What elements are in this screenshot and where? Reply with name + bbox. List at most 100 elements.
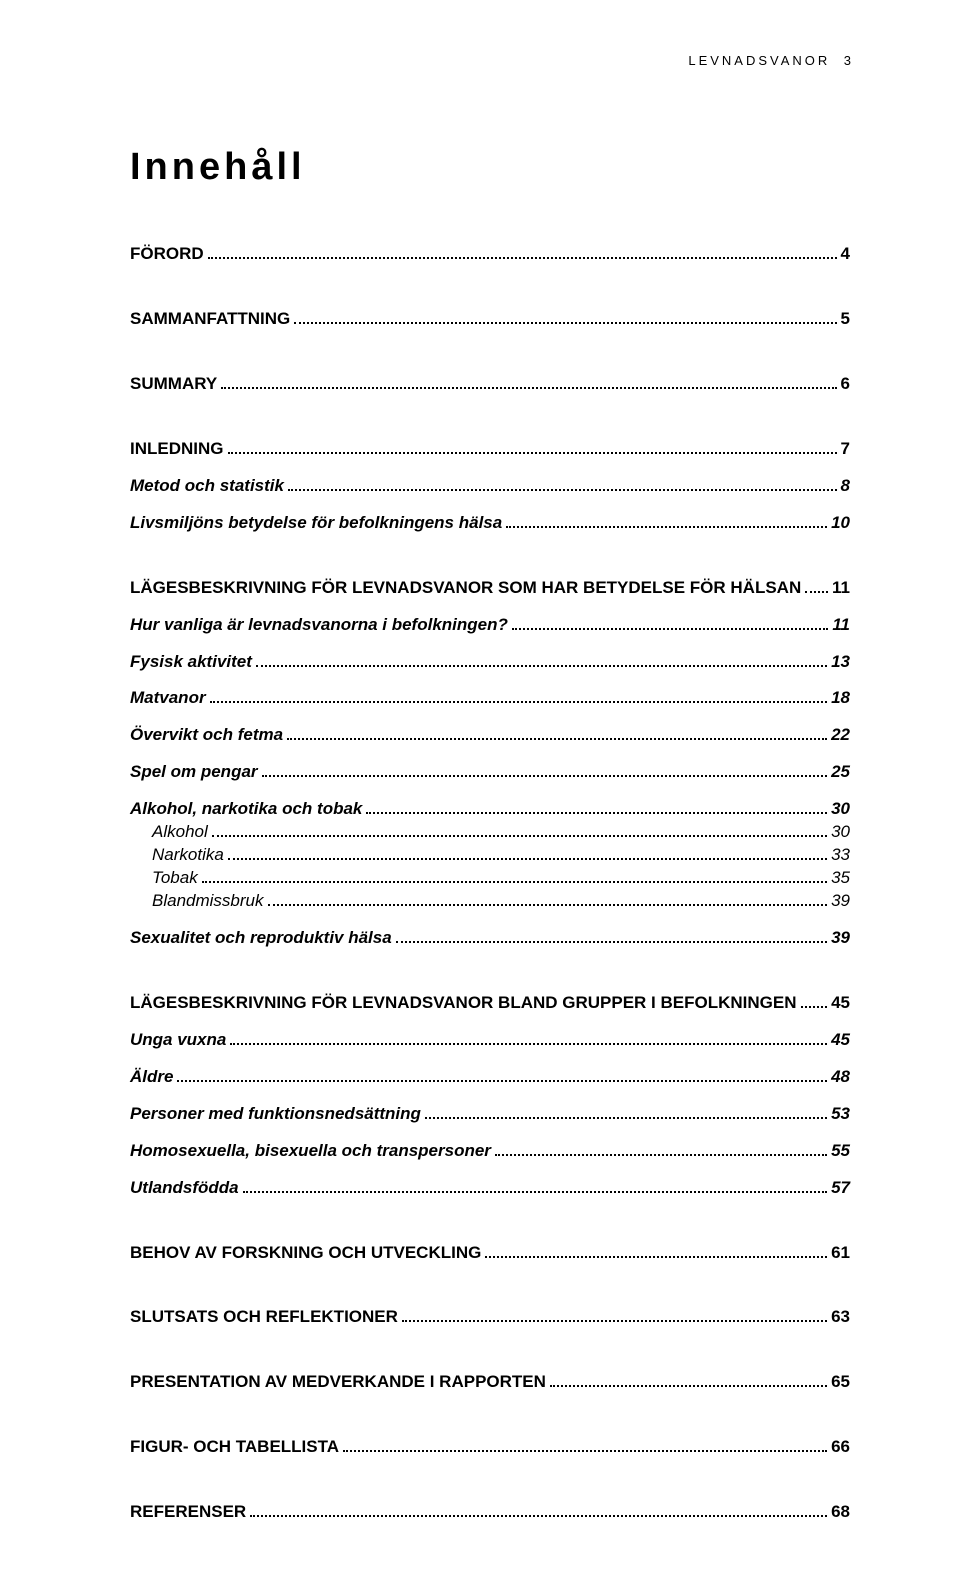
toc-entry-label: SLUTSATS OCH REFLEKTIONER [130,1306,398,1329]
toc-dot-leader [294,311,836,324]
toc-dot-leader [250,1504,827,1517]
toc-entry-label: Matvanor [130,687,206,710]
toc-dot-leader [506,515,827,528]
toc-entry-label: Hur vanliga är levnadsvanorna i befolkni… [130,614,508,637]
toc-entry: Alkohol 30 [130,821,850,844]
toc-entry-page: 5 [841,308,850,331]
toc-entry-label: Äldre [130,1066,173,1089]
toc-entry-page: 30 [831,821,850,844]
toc-entry-page: 45 [831,1029,850,1052]
toc-entry: Alkohol, narkotika och tobak 30 [130,798,850,821]
toc-entry-label: Sexualitet och reproduktiv hälsa [130,927,392,950]
toc-entry: INLEDNING 7 [130,438,850,461]
toc-entry: SAMMANFATTNING 5 [130,308,850,331]
toc-entry-label: Utlandsfödda [130,1177,239,1200]
toc-entry: Narkotika 33 [130,844,850,867]
toc-entry-page: 22 [831,724,850,747]
toc-entry-page: 13 [831,651,850,674]
toc-dot-leader [243,1180,827,1193]
toc-entry-label: FIGUR- OCH TABELLISTA [130,1436,339,1459]
running-head-page-number: 3 [844,53,852,68]
toc-entry-page: 33 [831,844,850,867]
toc-entry-page: 10 [831,512,850,535]
toc-entry-page: 11 [832,577,850,600]
toc-entry-page: 63 [831,1306,850,1329]
toc-entry-label: SAMMANFATTNING [130,308,290,331]
toc-dot-leader [221,376,836,389]
toc-entry-label: Fysisk aktivitet [130,651,252,674]
toc-entry-label: Blandmissbruk [152,890,264,913]
toc-entry: FIGUR- OCH TABELLISTA 66 [130,1436,850,1459]
toc-dot-leader [288,478,837,491]
toc-dot-leader [512,617,828,630]
toc-entry-page: 48 [831,1066,850,1089]
toc-entry: Matvanor 18 [130,687,850,710]
toc-dot-leader [228,441,837,454]
toc-entry: PRESENTATION AV MEDVERKANDE I RAPPORTEN … [130,1371,850,1394]
toc-entry: Övervikt och fetma 22 [130,724,850,747]
toc-entry-page: 66 [831,1436,850,1459]
toc-dot-leader [343,1440,827,1453]
toc-entry-label: PRESENTATION AV MEDVERKANDE I RAPPORTEN [130,1371,546,1394]
toc-entry-page: 25 [831,761,850,784]
toc-entry-page: 53 [831,1103,850,1126]
toc-entry: SLUTSATS OCH REFLEKTIONER 63 [130,1306,850,1329]
toc-entry-page: 7 [841,438,850,461]
toc-entry-label: Narkotika [152,844,224,867]
toc-dot-leader [230,1032,827,1045]
toc-dot-leader [210,691,828,704]
toc-dot-leader [396,930,827,943]
toc-entry-label: INLEDNING [130,438,224,461]
toc-entry: Utlandsfödda 57 [130,1177,850,1200]
toc-entry: Blandmissbruk 39 [130,890,850,913]
toc-entry-page: 65 [831,1371,850,1394]
toc-dot-leader [262,765,828,778]
toc-entry-label: Alkohol [152,821,208,844]
toc-dot-leader [805,580,828,593]
toc-entry-page: 39 [831,890,850,913]
toc-entry-page: 18 [831,687,850,710]
toc-entry-label: Spel om pengar [130,761,258,784]
toc-entry-label: Metod och statistik [130,475,284,498]
toc-entry-page: 57 [831,1177,850,1200]
toc-entry-page: 11 [832,614,850,637]
toc-entry-label: Tobak [152,867,198,890]
toc-entry-label: Personer med funktionsnedsättning [130,1103,421,1126]
toc-dot-leader [256,654,827,667]
toc-entry-label: BEHOV AV FORSKNING OCH UTVECKLING [130,1242,481,1265]
table-of-contents: FÖRORD 4 SAMMANFATTNING 5 SUMMARY 6 INLEDNI… [130,243,850,1524]
toc-dot-leader [485,1245,827,1258]
running-head: LEVNADSVANOR 3 [688,52,852,70]
toc-entry-page: 4 [841,243,850,266]
toc-dot-leader [425,1106,827,1119]
toc-entry: Homosexuella, bisexuella och transperson… [130,1140,850,1163]
toc-entry: Tobak 35 [130,867,850,890]
toc-entry-label: Unga vuxna [130,1029,226,1052]
toc-entry: FÖRORD 4 [130,243,850,266]
toc-entry: BEHOV AV FORSKNING OCH UTVECKLING 61 [130,1242,850,1265]
toc-entry: Fysisk aktivitet 13 [130,651,850,674]
toc-entry-label: LÄGESBESKRIVNING FÖR LEVNADSVANOR BLAND … [130,992,797,1015]
toc-entry-label: Alkohol, narkotika och tobak [130,798,362,821]
toc-entry: Hur vanliga är levnadsvanorna i befolkni… [130,614,850,637]
toc-entry: LÄGESBESKRIVNING FÖR LEVNADSVANOR SOM HA… [130,577,850,600]
toc-entry-page: 8 [841,475,850,498]
toc-dot-leader [402,1310,827,1323]
toc-entry: Äldre 48 [130,1066,850,1089]
toc-dot-leader [177,1069,827,1082]
toc-entry: REFERENSER 68 [130,1501,850,1524]
toc-entry-label: Livsmiljöns betydelse för befolkningens … [130,512,502,535]
toc-entry-label: LÄGESBESKRIVNING FÖR LEVNADSVANOR SOM HA… [130,577,801,600]
toc-entry-label: FÖRORD [130,243,204,266]
toc-entry: LÄGESBESKRIVNING FÖR LEVNADSVANOR BLAND … [130,992,850,1015]
toc-entry-page: 6 [841,373,850,396]
toc-dot-leader [208,246,837,259]
toc-dot-leader [287,728,827,741]
toc-dot-leader [202,870,827,883]
toc-entry: Sexualitet och reproduktiv hälsa 39 [130,927,850,950]
toc-entry: SUMMARY 6 [130,373,850,396]
toc-dot-leader [366,801,827,814]
toc-entry-page: 39 [831,927,850,950]
toc-entry-label: Övervikt och fetma [130,724,283,747]
toc-entry-page: 68 [831,1501,850,1524]
